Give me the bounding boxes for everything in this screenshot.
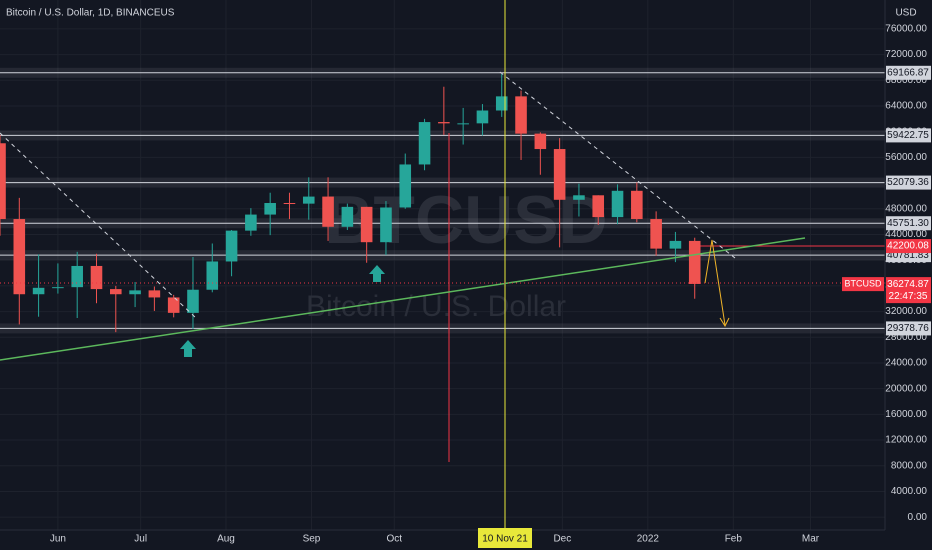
y-tick-label: 48000.00 [885,203,927,214]
y-tick-label: 12000.00 [885,435,927,446]
candle-body [302,196,315,204]
candle-body [515,96,527,134]
candle-body [322,196,334,227]
candle-body [650,219,662,249]
y-tick-label: 0.00 [908,512,928,523]
candle-body [32,287,45,295]
projection-arrowhead [719,317,730,328]
y-tick-label: 72000.00 [885,49,927,60]
level-label: 45751.30 [887,218,929,229]
level-label-box [886,321,931,336]
dashed-trend-line [499,71,736,259]
candle-body [109,289,122,295]
candle-body [399,164,412,208]
level-label: 40781.83 [887,250,929,261]
level-label: 59422.75 [887,130,929,141]
y-tick-label: 64000.00 [885,101,927,112]
candle-body [187,289,199,313]
x-tick-label: Oct [386,534,402,545]
countdown: 22:47:35 [889,291,928,302]
projection-path [704,239,726,326]
price-axis [885,0,932,550]
candle-body [71,265,83,288]
last-price-box [886,277,931,304]
candle-body [631,190,643,220]
candle-body [438,122,450,124]
candle-body [0,143,6,220]
chart-title: Bitcoin / U.S. Dollar, 1D, BINANCEUS [6,8,175,19]
trend-line [0,237,806,361]
candle-body [534,133,547,150]
candle-body [457,123,469,125]
x-tick-label: Mar [802,534,820,545]
y-tick-label: 32000.00 [885,306,927,317]
level-label: 69166.87 [887,67,929,78]
candle-body [418,122,431,165]
x-tick-label: Jun [50,534,66,545]
y-tick-label: 4000.00 [891,486,928,497]
highlight-label-box [886,239,931,254]
up-arrow [369,265,385,282]
candle-body [380,207,392,243]
symbol-tag-text: BTCUSD [844,278,882,288]
candle-body [148,290,161,298]
x-tick-label: 2022 [637,534,660,545]
x-tick-label: Sep [303,534,321,545]
candle-body [90,265,103,290]
y-tick-label: 44000.00 [885,229,927,240]
candle-body [264,203,276,215]
candle-body [669,240,682,249]
up-arrow [180,340,196,357]
x-tick-label: Dec [553,534,571,545]
candle-body [611,190,624,218]
y-tick-label: 76000.00 [885,24,927,35]
x-tick-label: Aug [217,534,235,545]
candle-body [129,290,141,295]
level-label-box [886,128,931,143]
level-label-box [886,175,931,190]
x-tick-label: Feb [725,534,743,545]
level-label: 52079.36 [887,177,929,188]
level-label-box [886,216,931,231]
level-label-box [886,65,931,80]
y-tick-label: 20000.00 [885,383,927,394]
symbol-tag [842,277,884,292]
x-tick-label: Jul [134,534,147,545]
y-tick-label: 68000.00 [885,75,927,86]
candle-body [225,230,238,262]
last-price-label: 36274.87 [887,279,929,290]
y-tick-label: 24000.00 [885,358,927,369]
currency-label: USD [895,8,916,19]
candle-body [688,240,701,284]
candle-body [476,110,489,124]
candle-body [206,261,219,290]
candle-body [52,287,64,289]
candle-body [573,195,585,200]
candle-body [592,195,605,218]
y-tick-label: 16000.00 [885,409,927,420]
candle-body [245,214,257,231]
candle-body [167,297,180,313]
candle-body [495,96,508,111]
crosshair-label-box [478,528,532,548]
candle-body [341,206,354,227]
y-tick-label: 28000.00 [885,332,927,343]
dashed-trend-line [0,132,197,319]
watermark-subtitle: Bitcoin / U.S. Dollar [306,290,566,323]
crosshair-label: 10 Nov 21 [482,534,528,545]
candle-body [13,219,26,295]
y-tick-label: 8000.00 [891,460,928,471]
y-tick-label: 56000.00 [885,152,927,163]
level-label: 29378.76 [887,323,929,334]
highlight-label: 42200.08 [887,241,929,252]
candle-body [283,203,296,205]
candle-body [553,149,566,200]
candle-body [360,206,373,243]
